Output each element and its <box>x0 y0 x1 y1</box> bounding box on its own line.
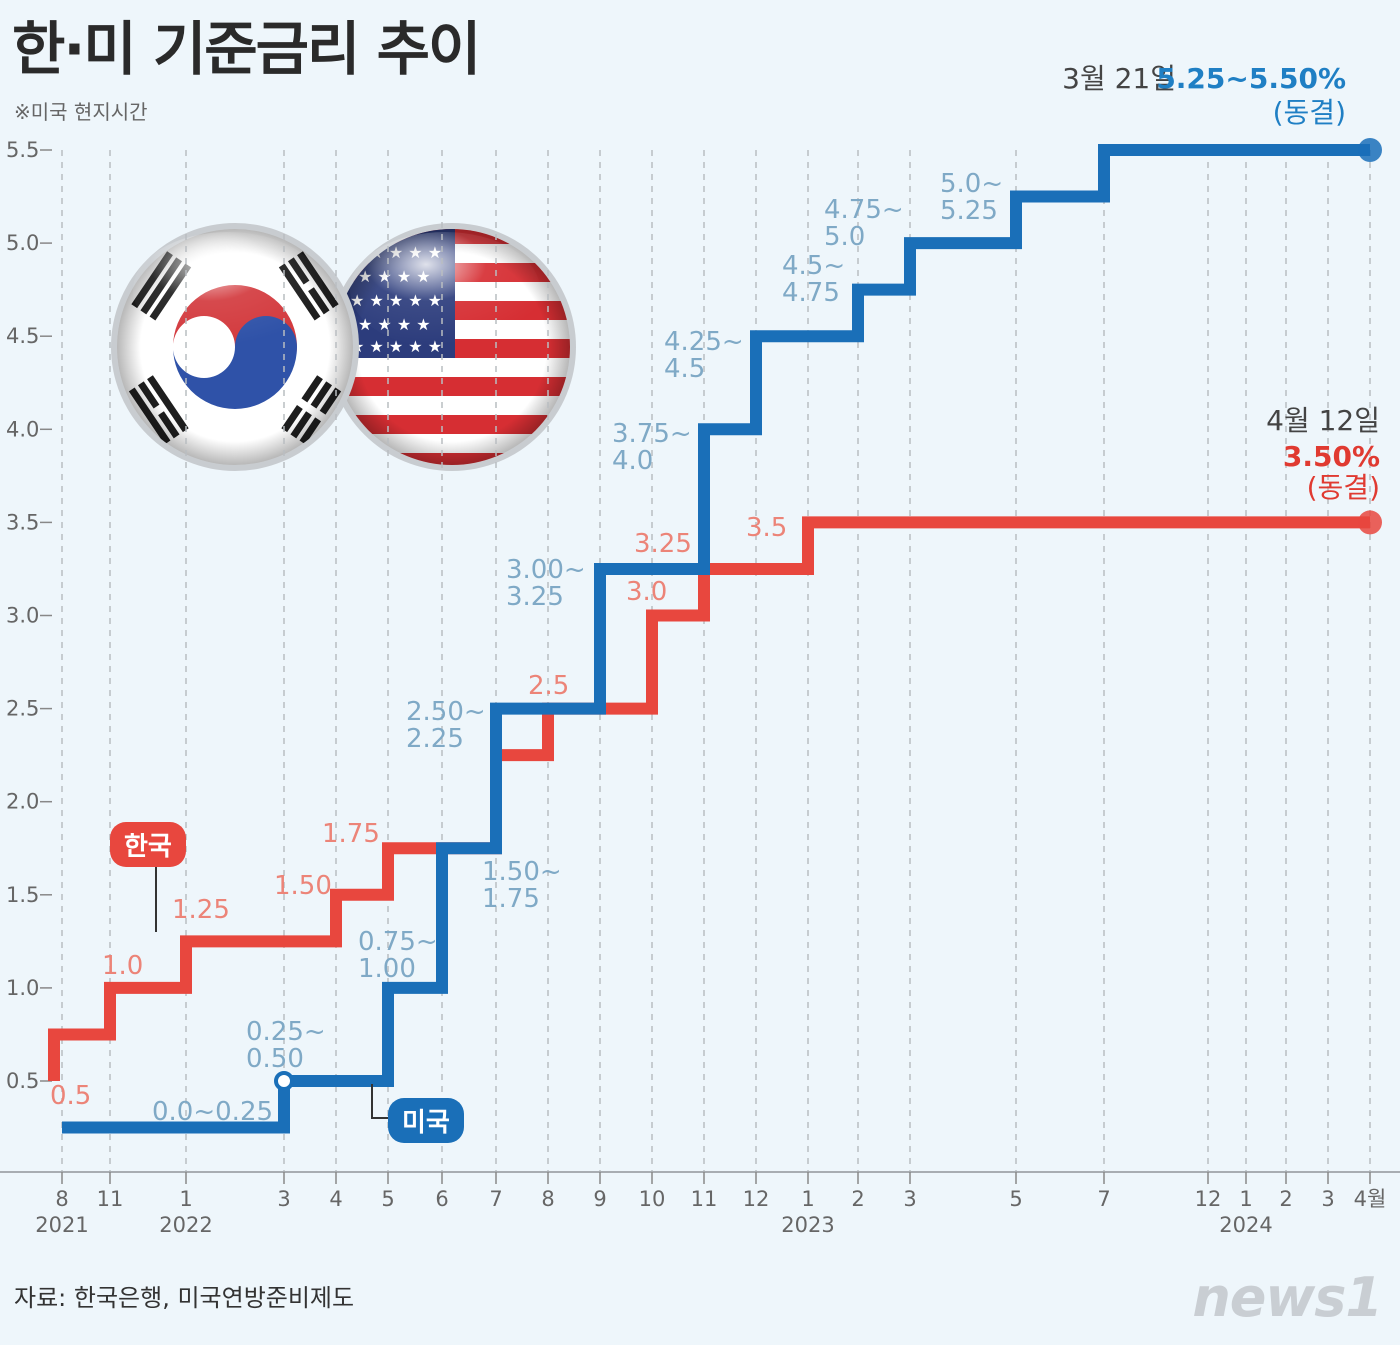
kr-value-label: 1.75 <box>322 819 380 849</box>
kr-value-label: 0.5 <box>50 1081 91 1111</box>
us-value-label: 5.0 <box>824 222 865 252</box>
x-tick-label: 11 <box>97 1187 124 1211</box>
y-tick-label: 3.0 <box>6 604 39 628</box>
us-value-label: 4.0 <box>612 446 653 476</box>
y-axis: 0.5 1.0 1.5 2.0 2.5 3.0 3.5 4.0 4.5 5.0 5.5 <box>6 138 52 1093</box>
x-tick-label: 7 <box>489 1187 502 1211</box>
vertical-gridlines <box>61 150 1371 1172</box>
kr-flag-icon <box>111 223 359 471</box>
x-tick-label: 1 <box>179 1187 192 1211</box>
x-tick-label: 9 <box>593 1187 606 1211</box>
x-year-label: 2023 <box>781 1213 834 1237</box>
us-value-label: 0.0~0.25 <box>152 1097 273 1127</box>
y-tick-label: 4.5 <box>6 324 39 348</box>
us-value-label: 4.25~ <box>664 327 744 357</box>
us-annotation-date: 3월 21일 <box>1062 62 1176 95</box>
us-legend-badge: 미국 <box>388 1098 464 1143</box>
y-tick-label: 5.0 <box>6 231 39 255</box>
page-title: 한·미 기준금리 추이 <box>12 15 481 83</box>
x-tick-label: 1 <box>1239 1187 1252 1211</box>
us-value-label: 4.5 <box>664 354 705 384</box>
x-year-label: 2024 <box>1219 1213 1272 1237</box>
us-value-label: 0.50 <box>246 1044 304 1074</box>
kr-value-label: 3.0 <box>626 577 667 607</box>
news1-logo: news1 <box>1192 1266 1383 1329</box>
x-tick-label: 3 <box>903 1187 916 1211</box>
x-tick-label: 7 <box>1097 1187 1110 1211</box>
x-tick-label: 5 <box>381 1187 394 1211</box>
us-value-label: 5.0~ <box>940 169 1003 199</box>
kr-value-label: 3.25 <box>634 529 692 559</box>
us-value-label: 1.50~ <box>482 857 562 887</box>
us-value-label: 4.75~ <box>824 195 904 225</box>
us-annotation-status: (동결) <box>1273 96 1346 129</box>
kr-annotation-rate: 3.50% <box>1283 440 1380 473</box>
source-credit: 자료: 한국은행, 미국연방준비제도 <box>14 1284 355 1312</box>
us-value-label: 4.5~ <box>782 251 845 281</box>
us-legend-leader <box>371 1084 388 1119</box>
x-tick-label: 6 <box>435 1187 448 1211</box>
us-rate-line <box>62 144 1370 1134</box>
us-end-point <box>1358 138 1382 162</box>
us-value-label: 3.75~ <box>612 419 692 449</box>
us-value-label: 2.25 <box>406 724 464 754</box>
us-value-label: 5.25 <box>940 196 998 226</box>
x-tick-label: 8 <box>55 1187 68 1211</box>
y-tick-label: 4.0 <box>6 417 39 441</box>
x-tick-label: 12 <box>1195 1187 1222 1211</box>
us-flag-icon: ★ ★ ★ ★ ★ ★ ★ ★ ★ ★ ★ ★ ★ ★ ★ ★ ★ ★ ★ ★ … <box>328 223 576 471</box>
us-value-label: 3.00~ <box>506 555 586 585</box>
timezone-note: ※미국 현지시간 <box>14 100 148 124</box>
kr-annotation-status: (동결) <box>1307 471 1380 504</box>
x-year-label: 2021 <box>35 1213 88 1237</box>
x-year-label: 2022 <box>159 1213 212 1237</box>
y-tick-label: 5.5 <box>6 138 39 162</box>
us-end-annotation: 3월 21일 5.25~5.50% (동결) <box>1062 62 1346 129</box>
y-tick-label: 1.5 <box>6 883 39 907</box>
rate-chart: ★ ★ ★ ★ ★ ★ ★ ★ ★ ★ ★ ★ ★ ★ ★ ★ ★ ★ ★ ★ … <box>0 62 1400 1237</box>
x-tick-label: 2 <box>851 1187 864 1211</box>
x-tick-label: 11 <box>691 1187 718 1211</box>
series-lines <box>48 138 1382 1134</box>
x-tick-label: 8 <box>541 1187 554 1211</box>
x-tick-label: 12 <box>743 1187 770 1211</box>
us-value-label: 2.50~ <box>406 697 486 727</box>
us-value-label: 1.75 <box>482 884 540 914</box>
x-tick-label: 4월 <box>1354 1187 1387 1211</box>
kr-value-label: 2.5 <box>528 671 569 701</box>
x-tick-label: 2 <box>1279 1187 1292 1211</box>
kr-value-label: 1.0 <box>102 951 143 981</box>
y-tick-label: 2.0 <box>6 790 39 814</box>
kr-end-annotation: 4월 12일 3.50% (동결) <box>1266 404 1380 504</box>
y-tick-label: 0.5 <box>6 1069 39 1093</box>
x-tick-label: 5 <box>1009 1187 1022 1211</box>
us-value-label: 4.75 <box>782 278 840 308</box>
kr-end-point <box>1358 510 1382 535</box>
y-tick-label: 2.5 <box>6 697 39 721</box>
us-value-label: 0.75~ <box>358 927 438 957</box>
x-tick-label: 10 <box>639 1187 666 1211</box>
x-tick-label: 3 <box>1321 1187 1334 1211</box>
us-marker <box>274 1071 294 1091</box>
us-value-label: 3.25 <box>506 582 564 612</box>
series-labels: 0.5 1.0 1.25 1.50 1.75 2.5 3.0 3.25 3.5 0.0~0.25 0… <box>50 169 1003 1127</box>
y-tick-label: 3.5 <box>6 510 39 534</box>
kr-legend-badge: 한국 <box>110 822 186 867</box>
kr-value-label: 3.5 <box>746 513 787 543</box>
x-tick-label: 3 <box>277 1187 290 1211</box>
kr-value-label: 1.50 <box>274 871 332 901</box>
kr-annotation-date: 4월 12일 <box>1266 404 1380 437</box>
kr-value-label: 1.25 <box>172 895 230 925</box>
us-value-label: 1.00 <box>358 954 416 984</box>
y-tick-label: 1.0 <box>6 976 39 1000</box>
us-value-label: 0.25~ <box>246 1017 326 1047</box>
x-tick-label: 4 <box>329 1187 342 1211</box>
kr-rate-line <box>48 516 1370 1081</box>
x-tick-label: 1 <box>801 1187 814 1211</box>
us-annotation-rate: 5.25~5.50% <box>1156 62 1346 95</box>
